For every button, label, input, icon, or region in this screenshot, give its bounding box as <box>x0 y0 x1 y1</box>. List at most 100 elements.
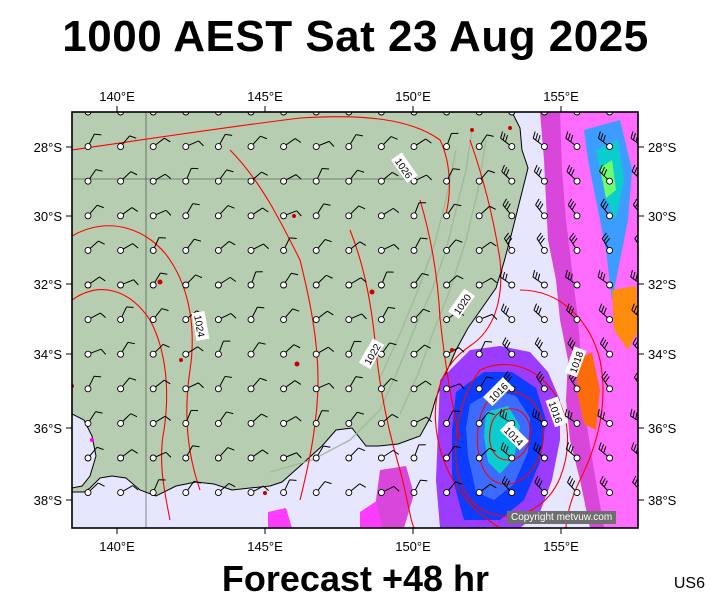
region-code: US6 <box>673 575 705 592</box>
station-circle <box>149 489 157 497</box>
wind-barb-feather <box>569 478 574 485</box>
wind-barb-feather <box>570 235 576 242</box>
station-circle <box>639 109 645 115</box>
station-circle <box>117 385 125 393</box>
station-circle <box>247 489 255 497</box>
station-circle <box>540 281 548 289</box>
lat-tick-right: 32°S <box>648 277 677 292</box>
station-circle <box>149 385 157 393</box>
station-circle <box>377 143 385 151</box>
wind-barb-feather <box>600 100 601 107</box>
station-circle <box>149 212 157 220</box>
wind-barb-feather <box>452 410 460 412</box>
wind-barb-feather <box>197 346 204 352</box>
wind-barb-feather <box>193 480 201 484</box>
station-circle <box>377 385 385 393</box>
wind-barb-feather <box>228 482 236 488</box>
wind-barb-feather <box>132 243 139 249</box>
station-circle <box>573 212 581 220</box>
wind-barb-feather <box>572 237 578 245</box>
wind-barb-feather <box>505 373 511 381</box>
station-circle <box>475 385 483 393</box>
station-circle <box>84 316 92 324</box>
wind-barb-feather <box>262 449 269 455</box>
city-markers <box>72 126 512 495</box>
wind-barb-feather <box>599 164 603 172</box>
wind-barb-feather <box>567 133 571 141</box>
wind-barb-feather <box>537 446 542 454</box>
wind-barb-feather <box>455 239 463 243</box>
station-circle <box>540 316 548 324</box>
station-circle <box>410 177 418 185</box>
wind-barb-feather <box>534 410 538 418</box>
wind-barb-feather <box>632 475 637 483</box>
station-circle <box>312 281 320 289</box>
wind-barb-feather <box>289 479 297 481</box>
wind-barb-feather <box>426 416 432 423</box>
wind-barb-feather <box>634 233 638 239</box>
wind-barb-feather <box>502 444 507 452</box>
longitude-ticks: 140°E 145°E 150°E 155°E 140°E 145°E 150°… <box>99 89 579 554</box>
wind-barb-feather <box>424 344 431 349</box>
station-circle <box>573 316 581 324</box>
station-circle <box>573 281 581 289</box>
wind-barb-feather <box>538 307 542 315</box>
station-circle <box>280 212 288 220</box>
wind-barb-feather <box>455 481 463 485</box>
wind-barb-feather <box>225 133 233 136</box>
wind-barb-feather <box>506 341 511 349</box>
wind-barb-feather <box>532 98 533 105</box>
station-circle <box>84 143 92 151</box>
station-circle <box>540 246 548 254</box>
station-circle <box>345 350 353 358</box>
wind-barb-feather <box>570 169 575 176</box>
station-circle <box>639 386 645 392</box>
lon-tick-bottom: 155°E <box>543 539 579 554</box>
wind-barb-feather <box>533 442 537 450</box>
station-circle <box>182 212 190 220</box>
station-circle <box>410 489 418 497</box>
station-circle <box>573 454 581 462</box>
station-circle <box>443 350 451 358</box>
map-frame <box>71 111 639 529</box>
wind-barb-feather <box>536 478 541 485</box>
station-circle <box>508 143 516 151</box>
station-circle <box>540 143 548 151</box>
wind-barb-feather <box>486 134 494 137</box>
wind-barb-feather <box>327 310 334 316</box>
wind-barb-feather <box>603 169 608 176</box>
station-circle <box>312 143 320 151</box>
wind-barb-feather <box>294 103 300 106</box>
station-circle <box>84 246 92 254</box>
wind-barb-staff <box>88 112 89 113</box>
wind-barb-feather <box>537 201 542 208</box>
lat-tick-left: 28°S <box>34 140 63 155</box>
wind-barb-feather <box>198 140 204 147</box>
wind-barb-feather <box>603 101 604 108</box>
wind-barb-feather <box>491 314 498 320</box>
wind-barb-feather <box>328 382 335 389</box>
station-circle <box>508 212 516 220</box>
station-circle <box>182 350 190 358</box>
station-circle <box>573 246 581 254</box>
station-circle <box>247 454 255 462</box>
wind-barb-feather <box>100 312 106 319</box>
station-circle <box>117 419 125 427</box>
wind-barb-feather <box>164 137 171 143</box>
station-circle <box>540 385 548 393</box>
wind-barb-feather <box>505 235 511 242</box>
wind-barb-feather <box>230 313 237 319</box>
wind-barb-feather <box>390 136 398 140</box>
station-circle <box>475 246 483 254</box>
wind-barb-feather <box>632 410 636 418</box>
wind-barb-feather <box>604 203 609 210</box>
wind-barb-feather <box>503 478 508 485</box>
station-circle <box>377 454 385 462</box>
wind-barb-feather <box>632 271 636 279</box>
station-circle <box>280 177 288 185</box>
station-circle <box>280 281 288 289</box>
station-circle <box>639 178 645 184</box>
station-circle <box>182 177 190 185</box>
terrain-shading <box>269 129 487 473</box>
wind-barb-feather <box>568 444 572 452</box>
